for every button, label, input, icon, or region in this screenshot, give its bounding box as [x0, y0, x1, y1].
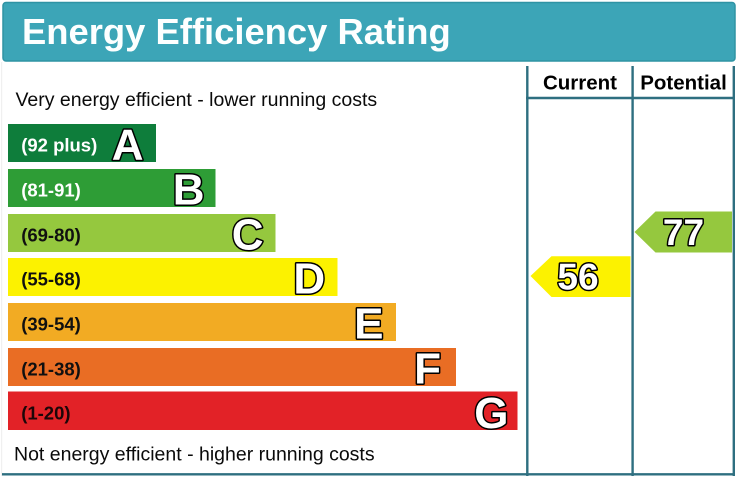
svg-text:A: A: [112, 121, 144, 170]
svg-text:(55-68): (55-68): [21, 268, 81, 289]
svg-text:D: D: [293, 255, 325, 304]
svg-text:Not energy efficient - higher: Not energy efficient - higher running co…: [14, 444, 375, 466]
svg-text:G: G: [474, 389, 508, 438]
svg-text:Very energy efficient - lower: Very energy efficient - lower running co…: [16, 89, 378, 111]
svg-text:77: 77: [663, 212, 704, 253]
svg-text:(69-80): (69-80): [21, 224, 81, 245]
svg-text:C: C: [232, 211, 264, 260]
svg-text:(81-91): (81-91): [21, 179, 81, 200]
svg-text:(39-54): (39-54): [21, 313, 81, 334]
svg-text:B: B: [173, 166, 205, 215]
svg-text:Energy Efficiency Rating: Energy Efficiency Rating: [22, 11, 451, 52]
svg-text:(92 plus): (92 plus): [21, 134, 97, 155]
svg-text:(21-38): (21-38): [21, 358, 81, 379]
svg-text:F: F: [414, 345, 441, 394]
svg-text:E: E: [354, 300, 383, 349]
svg-text:(1-20): (1-20): [21, 402, 70, 423]
svg-text:56: 56: [557, 257, 598, 298]
svg-text:Current: Current: [543, 72, 617, 95]
svg-text:Potential: Potential: [640, 72, 727, 95]
